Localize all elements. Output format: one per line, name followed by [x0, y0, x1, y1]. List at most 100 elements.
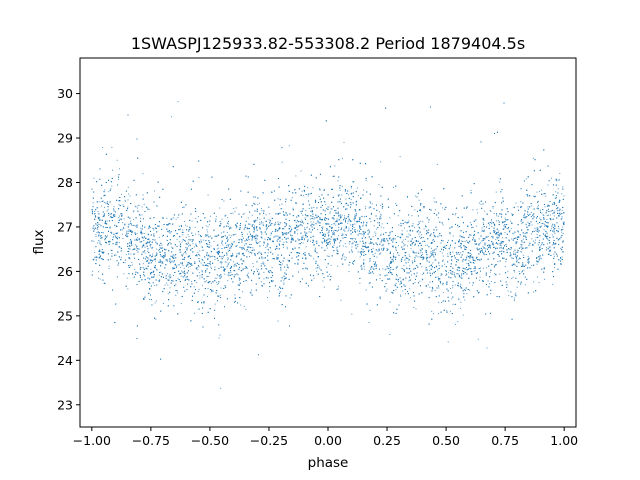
- data-point: [460, 240, 462, 242]
- data-point: [155, 300, 157, 302]
- data-point: [162, 303, 164, 305]
- data-point: [265, 229, 267, 231]
- data-point: [312, 187, 314, 189]
- data-point: [470, 234, 472, 236]
- data-point: [297, 238, 299, 240]
- data-point: [434, 209, 436, 211]
- data-point: [407, 258, 409, 260]
- data-point: [156, 252, 158, 254]
- data-point: [300, 211, 302, 212]
- data-point: [305, 236, 307, 238]
- data-point: [378, 184, 380, 186]
- data-point: [516, 260, 518, 262]
- data-point: [407, 245, 409, 247]
- data-point: [169, 274, 171, 276]
- data-point: [462, 261, 464, 263]
- data-point: [341, 214, 343, 216]
- data-point: [152, 259, 154, 261]
- data-point: [559, 214, 561, 216]
- data-point: [344, 215, 346, 217]
- data-point: [447, 341, 449, 343]
- data-point: [509, 252, 511, 253]
- data-point: [205, 271, 207, 273]
- data-point: [532, 240, 534, 242]
- data-point: [241, 248, 243, 250]
- data-point: [228, 262, 230, 264]
- data-point: [463, 289, 465, 291]
- data-point: [258, 242, 260, 244]
- data-point: [315, 260, 317, 262]
- data-point: [408, 233, 410, 235]
- data-point: [318, 221, 320, 223]
- data-point: [316, 221, 318, 223]
- data-point: [134, 233, 136, 235]
- data-point: [216, 248, 218, 250]
- data-point: [491, 223, 492, 225]
- data-point: [302, 242, 304, 244]
- data-point: [471, 284, 473, 286]
- data-point: [262, 244, 264, 246]
- data-point: [370, 221, 372, 223]
- data-point: [321, 242, 323, 244]
- data-point: [253, 225, 255, 227]
- data-point: [122, 222, 124, 224]
- data-point: [182, 234, 184, 236]
- data-point: [469, 282, 471, 284]
- data-point: [245, 250, 247, 252]
- data-point: [541, 189, 543, 191]
- data-point: [368, 207, 370, 209]
- data-point: [127, 199, 129, 201]
- data-point: [412, 225, 414, 227]
- data-point: [380, 213, 382, 215]
- data-point: [333, 234, 335, 236]
- data-point: [94, 228, 96, 230]
- data-point: [509, 230, 511, 232]
- data-point: [207, 255, 209, 257]
- data-point: [362, 234, 364, 236]
- data-point: [379, 216, 381, 218]
- data-point: [121, 193, 122, 195]
- data-point: [397, 215, 399, 217]
- data-point: [118, 242, 120, 244]
- data-point: [359, 256, 361, 258]
- data-point: [511, 277, 513, 279]
- data-point: [94, 210, 96, 212]
- data-point: [267, 252, 269, 254]
- data-point: [541, 244, 543, 245]
- data-point: [178, 225, 180, 227]
- data-point: [401, 233, 403, 235]
- data-point: [495, 220, 497, 222]
- data-point: [402, 268, 404, 270]
- data-point: [243, 213, 245, 215]
- data-point: [520, 251, 522, 252]
- data-point: [492, 207, 494, 209]
- data-point: [281, 203, 283, 205]
- data-point: [355, 245, 357, 247]
- data-point: [552, 213, 554, 215]
- data-point: [359, 227, 361, 229]
- data-point: [502, 221, 504, 223]
- data-point: [459, 307, 461, 309]
- data-point: [159, 247, 161, 249]
- data-point: [93, 258, 95, 260]
- data-point: [100, 255, 102, 257]
- data-point: [499, 244, 501, 246]
- data-point: [210, 266, 212, 268]
- data-point: [136, 232, 138, 234]
- data-point: [97, 211, 99, 213]
- data-point: [462, 314, 464, 316]
- data-point: [472, 256, 474, 258]
- data-point: [400, 294, 402, 296]
- data-point: [480, 203, 482, 205]
- data-point: [481, 240, 483, 242]
- data-point: [555, 179, 557, 181]
- data-point: [325, 266, 327, 268]
- data-point: [351, 243, 353, 245]
- data-point: [486, 347, 488, 349]
- data-point: [446, 310, 448, 312]
- data-point: [380, 161, 382, 163]
- data-point: [551, 224, 553, 226]
- data-point: [149, 244, 151, 246]
- data-point: [537, 228, 539, 230]
- data-point: [530, 233, 532, 235]
